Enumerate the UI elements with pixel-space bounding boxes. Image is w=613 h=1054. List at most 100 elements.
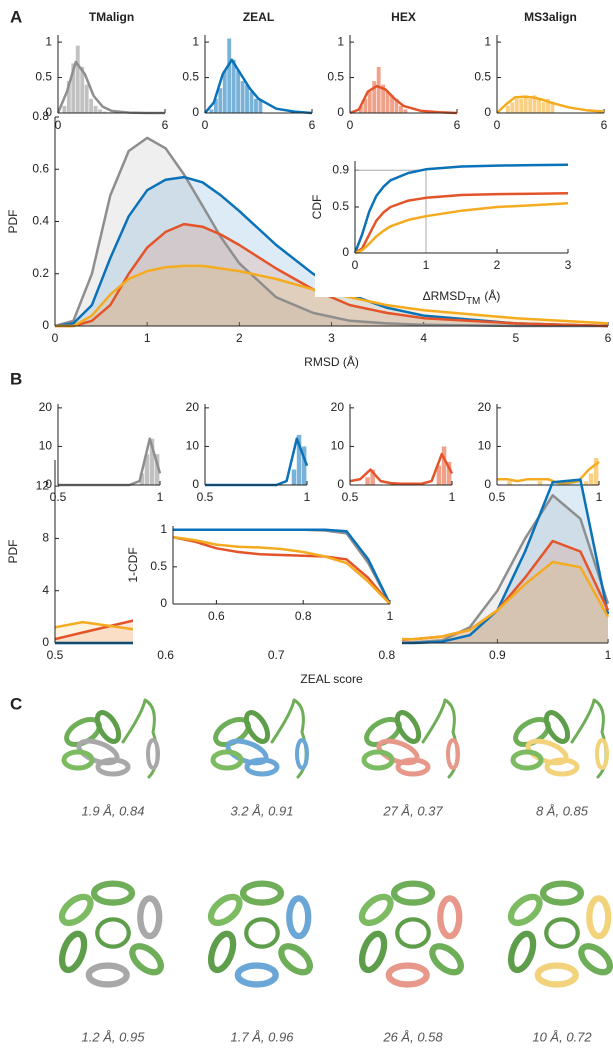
y-tick-label: 0.9 [332,162,349,176]
chart: 0.5101020 [331,400,456,504]
y-tick-label: 10 [39,439,53,453]
structure-image [511,700,607,777]
y-tick-label: 10 [331,439,345,453]
y-tick-label: 10 [186,439,200,453]
bar [506,106,510,113]
bar [94,106,98,113]
caption: 26 Å, 0.58 [382,1029,443,1044]
y-axis-label: PDF [6,210,20,234]
y-tick-label: 20 [331,400,345,414]
y-tick-label: 0.8 [32,109,49,123]
chart-title: MS3align [524,10,577,24]
y-tick-label: 1 [160,522,167,536]
y-axis-label: CDF [310,195,324,220]
panel-label: A [10,7,22,26]
structure-images [57,700,613,984]
chart: 012300.50.9CDFΔRMSDTM(Å) [310,153,580,307]
bar [227,39,231,113]
chart: 0600.51ZEAL [182,10,315,132]
y-tick-label: 0 [484,477,491,491]
x-tick-label: 1 [423,258,430,272]
y-tick-label: 12 [36,478,50,492]
x-axis-label-unit: (Å) [484,288,500,303]
y-tick-label: 1 [337,34,344,48]
x-tick-label: 0.9 [489,648,506,662]
y-tick-label: 0 [42,318,49,332]
bar [507,481,512,485]
x-axis-label-main: ΔRMSD [423,289,467,303]
x-tick-label: 0.5 [47,648,64,662]
density-curve [497,462,599,483]
y-tick-label: 0.6 [32,161,49,175]
bar [241,81,245,113]
x-tick-label: 1 [449,490,456,504]
bar [232,60,236,113]
bar [399,106,403,113]
chart: 0.60.8100.511-CDF [126,518,402,648]
bar [223,70,227,113]
bar [365,477,370,485]
bar [515,99,519,113]
caption: 1.7 Å, 0.96 [231,1029,295,1044]
x-axis-label: ΔRMSDTM(Å) [423,288,501,306]
bar [519,99,523,113]
x-tick-label: 6 [605,331,612,345]
x-tick-label: 0.5 [342,490,359,504]
y-tick-label: 0 [42,635,49,649]
bar [218,88,222,113]
bar [537,99,541,113]
structure-image [362,700,458,777]
y-tick-label: 20 [39,400,53,414]
bar [442,446,447,485]
y-tick-label: 0 [192,105,199,119]
bar [236,70,240,113]
x-tick-label: 0 [202,118,209,132]
bar [250,92,254,113]
x-tick-label: 0.6 [157,648,174,662]
caption: 1.9 Å, 0.84 [82,803,145,818]
y-axis-label: 1-CDF [126,547,140,582]
y-tick-label: 0.5 [150,559,167,573]
caption: 8 Å, 0.85 [536,803,589,818]
bar [89,99,93,113]
x-tick-label: 2 [236,331,243,345]
x-tick-label: 6 [309,118,316,132]
chart-title: ZEAL [243,10,274,24]
bar [254,99,258,113]
bar [538,481,543,485]
x-tick-label: 0.7 [268,648,285,662]
x-tick-label: 0.5 [489,490,506,504]
y-tick-label: 1 [45,34,52,48]
bar [542,102,546,113]
bar [209,109,213,113]
y-axis-label: PDF [6,540,20,564]
y-tick-label: 20 [478,400,492,414]
chart-title: HEX [391,10,416,24]
bar [368,92,372,113]
y-tick-label: 1 [484,34,491,48]
x-axis-label: ZEAL score [300,672,363,686]
y-tick-label: 4 [42,583,49,597]
y-tick-label: 0.4 [32,214,49,228]
structure-image [211,700,307,777]
chart: 0600.51HEX [327,10,460,132]
bar [62,106,66,113]
chart: 0.5101020 [39,400,164,504]
x-tick-label: 1 [304,490,311,504]
chart-title: TMalign [89,10,134,24]
x-tick-label: 0 [494,118,501,132]
x-tick-label: 6 [601,118,608,132]
x-tick-label: 1 [605,648,612,662]
caption: 27 Å, 0.37 [382,803,443,818]
bar [245,85,249,113]
x-tick-label: 1 [596,490,603,504]
caption: 10 Å, 0.72 [532,1029,592,1044]
structure-image [357,884,465,985]
figure: A B C 1.9 Å, 0.84 3.2 Å, 0.91 27 Å, 0.37… [0,0,613,1054]
y-tick-label: 0.5 [474,70,491,84]
y-tick-label: 8 [42,531,49,545]
x-tick-label: 0.8 [295,609,312,623]
x-tick-label: 5 [512,331,519,345]
structure-image [62,700,158,777]
